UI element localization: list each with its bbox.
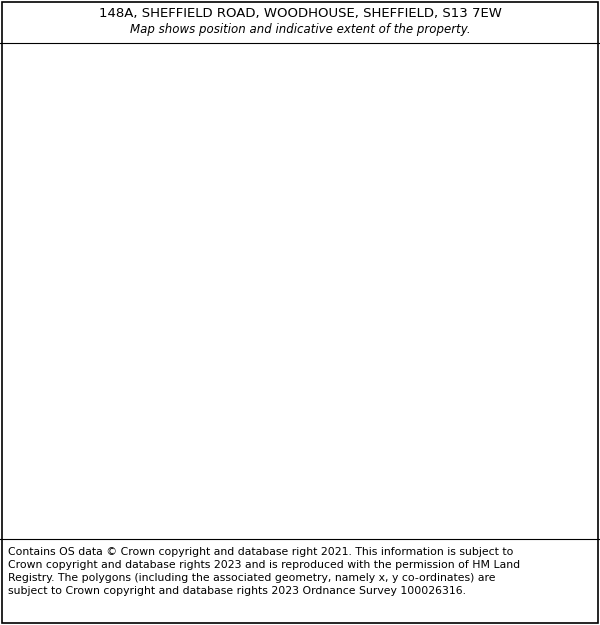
Text: Contains OS data © Crown copyright and database right 2021. This information is : Contains OS data © Crown copyright and d…: [8, 547, 520, 596]
Text: Map shows position and indicative extent of the property.: Map shows position and indicative extent…: [130, 23, 470, 36]
Text: 148A, SHEFFIELD ROAD, WOODHOUSE, SHEFFIELD, S13 7EW: 148A, SHEFFIELD ROAD, WOODHOUSE, SHEFFIE…: [98, 7, 502, 19]
